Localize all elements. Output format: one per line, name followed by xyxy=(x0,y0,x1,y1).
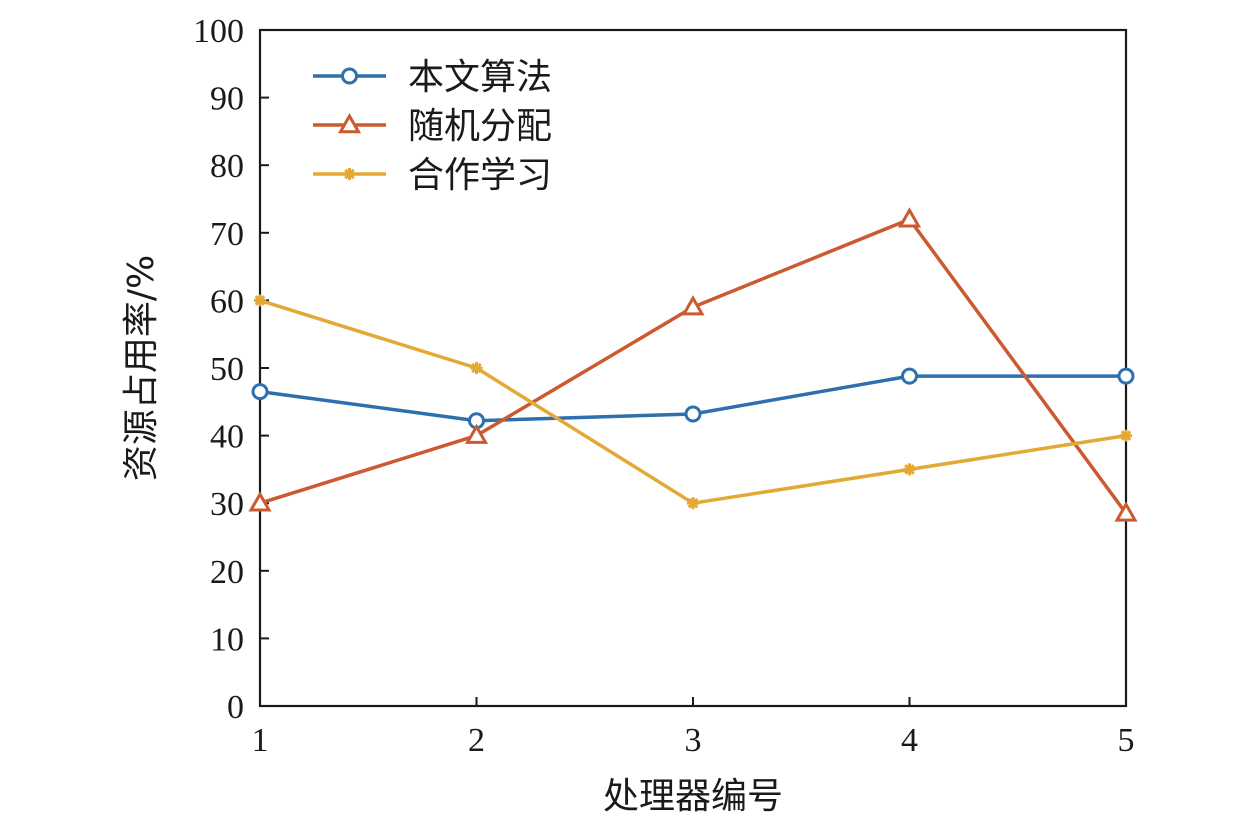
y-tick-label: 100 xyxy=(193,13,244,50)
y-axis-title: 资源占用率/% xyxy=(121,255,162,481)
data-point xyxy=(901,367,918,385)
y-axis: 0 10 20 30 40 50 60 70 80 90 100 xyxy=(193,13,269,726)
x-tick-label: 2 xyxy=(468,722,485,759)
y-tick-label: 90 xyxy=(210,81,244,118)
data-point xyxy=(1114,501,1138,522)
legend-marker xyxy=(337,112,362,134)
y-tick-label: 30 xyxy=(210,486,244,523)
y-tick-label: 50 xyxy=(210,351,244,388)
data-point xyxy=(464,423,489,444)
legend-marker xyxy=(343,168,356,180)
series-layer xyxy=(248,207,1138,522)
legend-marker xyxy=(341,67,358,85)
legend-item: 合作学习 xyxy=(313,155,552,196)
data-point xyxy=(903,463,916,476)
legend-label: 本文算法 xyxy=(408,57,552,98)
data-point xyxy=(681,295,705,316)
y-tick-label: 0 xyxy=(227,689,244,726)
series-line-2 xyxy=(259,217,1128,515)
data-point xyxy=(470,362,483,374)
data-point xyxy=(1120,429,1132,442)
legend-item: 本文算法 xyxy=(313,57,552,98)
series-line-3 xyxy=(259,298,1127,505)
data-point xyxy=(251,383,269,401)
data-point xyxy=(254,294,266,307)
data-point xyxy=(1117,367,1135,385)
data-point xyxy=(687,497,699,510)
y-tick-label: 40 xyxy=(210,419,244,456)
y-tick-label: 60 xyxy=(210,283,244,320)
x-tick-label: 4 xyxy=(901,722,918,759)
y-tick-label: 10 xyxy=(210,621,244,658)
legend-item: 随机分配 xyxy=(313,106,552,147)
plot-frame xyxy=(258,28,1128,708)
y-tick-label: 20 xyxy=(210,554,244,591)
y-tick-label: 70 xyxy=(210,216,244,253)
x-axis-title: 处理器编号 xyxy=(603,776,783,817)
data-point xyxy=(684,405,702,423)
x-tick-label: 3 xyxy=(685,722,702,759)
x-tick-label: 5 xyxy=(1118,722,1135,759)
x-axis: 1 2 3 4 5 xyxy=(252,697,1135,759)
legend-label: 合作学习 xyxy=(408,155,552,196)
data-point xyxy=(897,207,922,228)
x-tick-label: 1 xyxy=(252,722,269,759)
data-point xyxy=(248,491,272,512)
y-tick-label: 80 xyxy=(210,148,244,185)
legend-label: 随机分配 xyxy=(408,106,552,147)
